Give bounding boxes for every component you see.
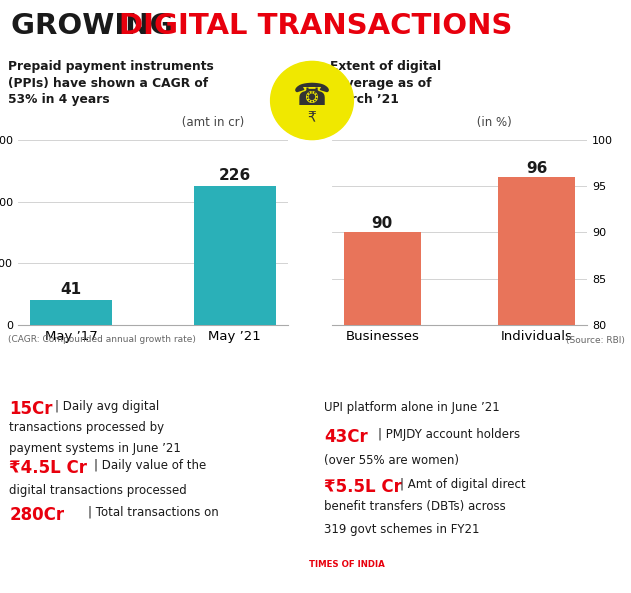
Text: GROWING: GROWING [11, 12, 184, 40]
Text: 41: 41 [61, 282, 82, 296]
Text: (in %): (in %) [473, 116, 512, 129]
Text: 90: 90 [372, 216, 393, 231]
Text: (amt in cr): (amt in cr) [179, 116, 245, 129]
Text: APP: APP [388, 560, 407, 569]
Bar [30, 299, 112, 325]
Text: | Amt of digital direct: | Amt of digital direct [400, 479, 526, 491]
Text: 280Cr: 280Cr [9, 506, 64, 524]
Text: | Daily value of the: | Daily value of the [94, 459, 206, 472]
Text: FOR MORE  INFOGRAPHICS DOWNLOAD: FOR MORE INFOGRAPHICS DOWNLOAD [66, 560, 240, 569]
Text: TOI: TOI [17, 560, 41, 573]
Text: DIGITAL TRANSACTIONS: DIGITAL TRANSACTIONS [119, 12, 512, 40]
Text: 226: 226 [219, 168, 251, 183]
Text: | Daily avg digital: | Daily avg digital [55, 400, 159, 413]
Text: Available on the: Available on the [433, 560, 477, 566]
Text: ₹5.5L Cr: ₹5.5L Cr [324, 479, 403, 496]
Text: 15Cr: 15Cr [9, 400, 53, 418]
Text: Extent of digital
coverage as of
March ’21: Extent of digital coverage as of March ’… [330, 60, 441, 106]
Text: 43Cr: 43Cr [324, 428, 369, 446]
Text: 319 govt schemes in FY21: 319 govt schemes in FY21 [324, 522, 480, 535]
Text: transactions processed by: transactions processed by [9, 421, 165, 434]
Text: TIMES OF INDIA: TIMES OF INDIA [309, 560, 385, 569]
Text: digital transactions processed: digital transactions processed [9, 484, 187, 497]
Circle shape [271, 62, 353, 139]
Text: ₹4.5L Cr: ₹4.5L Cr [9, 459, 87, 477]
Text: (over 55% are women): (over 55% are women) [324, 454, 459, 467]
Text: | PMJDY account holders: | PMJDY account holders [378, 428, 521, 441]
Bar [498, 177, 575, 593]
Text: (Source: RBI): (Source: RBI) [566, 336, 625, 345]
Text: App Store: App Store [433, 569, 476, 578]
Text: 96: 96 [526, 161, 548, 176]
Text: benefit transfers (DBTs) across: benefit transfers (DBTs) across [324, 500, 506, 513]
Bar [344, 232, 421, 593]
Text: | Total transactions on: | Total transactions on [88, 506, 218, 519]
Text: payment systems in June ’21: payment systems in June ’21 [9, 442, 181, 455]
Text: Windows
Phone: Windows Phone [583, 560, 611, 572]
Text: Google play: Google play [504, 569, 555, 578]
Text: ₹: ₹ [308, 110, 316, 125]
Text: GET IT ON: GET IT ON [516, 560, 544, 566]
Text: (CAGR: Compounded annual growth rate): (CAGR: Compounded annual growth rate) [8, 336, 196, 345]
Text: Prepaid payment instruments
(PPIs) have shown a CAGR of
53% in 4 years: Prepaid payment instruments (PPIs) have … [8, 60, 214, 106]
Bar [194, 186, 276, 325]
Text: ☎: ☎ [293, 82, 331, 111]
Text: UPI platform alone in June ’21: UPI platform alone in June ’21 [324, 400, 500, 413]
